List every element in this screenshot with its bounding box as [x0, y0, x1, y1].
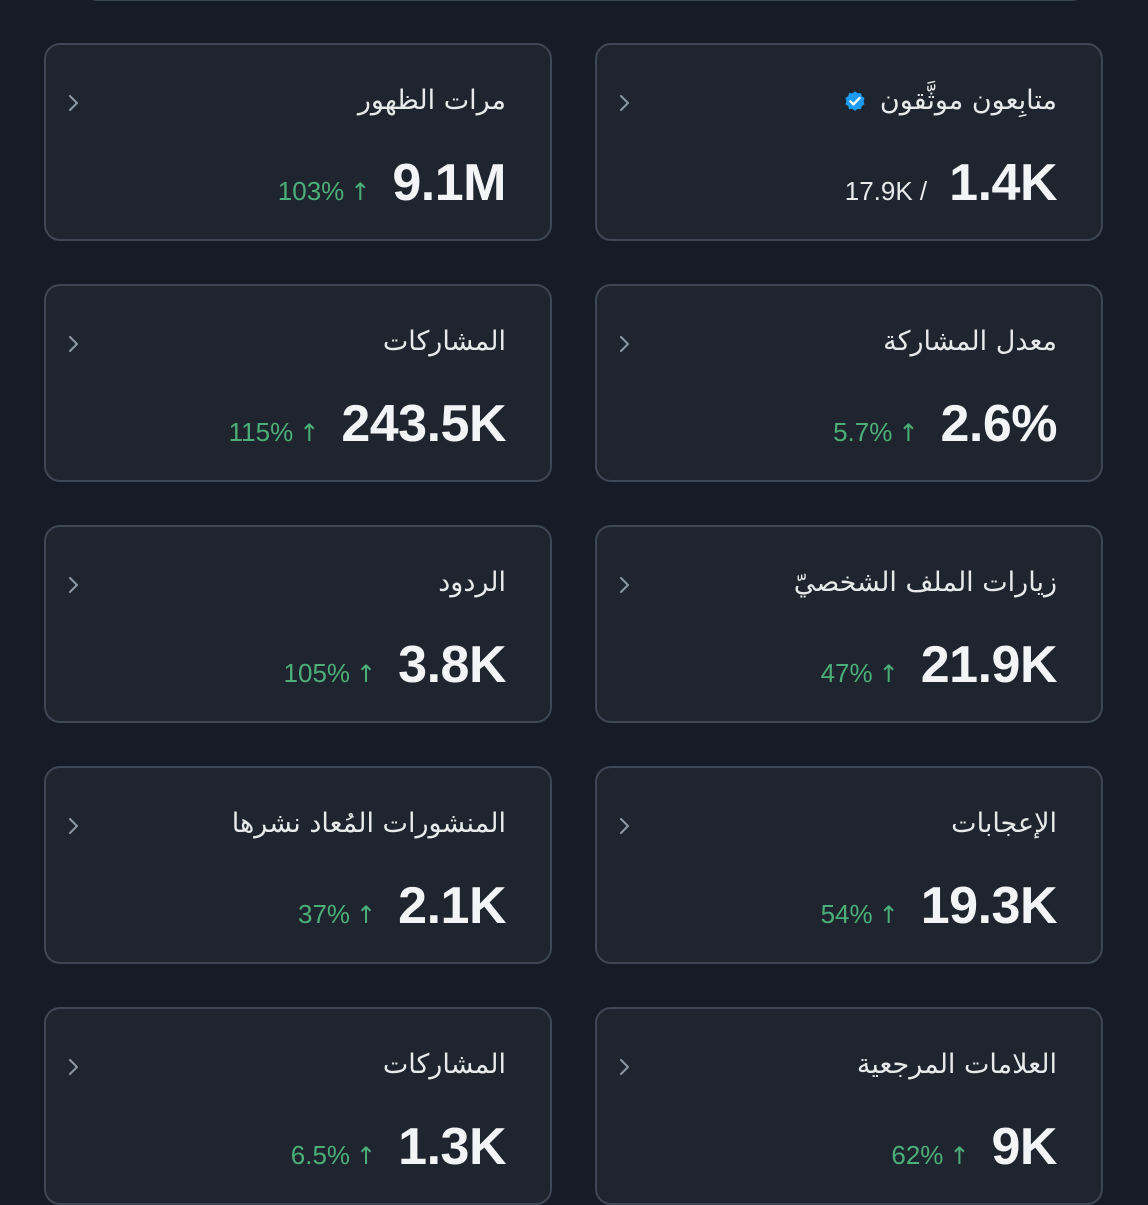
top-card-edge — [86, 0, 1084, 1]
metric-change: 37% ↑ — [298, 899, 376, 930]
metric-title: مرات الظهور — [357, 85, 506, 116]
metric-change: 105% ↑ — [284, 658, 377, 689]
chevron-left-icon — [66, 95, 82, 111]
arrow-up-icon: ↑ — [356, 660, 377, 688]
arrow-up-icon: ↑ — [949, 1142, 970, 1170]
metric-value: 19.3K — [920, 877, 1058, 935]
change-percent: 5.7% — [833, 417, 893, 447]
metric-title: الردود — [438, 567, 506, 598]
metric-card-impressions[interactable]: مرات الظهور 103% ↑ 9.1M — [44, 43, 552, 241]
chevron-left-icon — [617, 1059, 633, 1075]
change-percent: 6.5% — [290, 1140, 351, 1170]
arrow-up-icon: ↑ — [299, 419, 320, 447]
arrow-up-icon: ↑ — [898, 419, 919, 447]
chevron-left-icon — [66, 1059, 82, 1075]
metric-card-engagements[interactable]: المشاركات 115% ↑ 243.5K — [44, 284, 552, 482]
metric-title: متابِعون موثَّقون — [879, 85, 1057, 116]
metric-title: المنشورات المُعاد نشرها — [231, 808, 506, 839]
metric-change: 62% ↑ — [891, 1140, 969, 1171]
change-percent: 47% — [820, 658, 873, 688]
metric-change: 54% ↑ — [821, 899, 899, 930]
metric-change: 5.7% ↑ — [833, 417, 918, 448]
metric-value: 2.1K — [398, 877, 506, 935]
change-percent: 103% — [277, 176, 345, 206]
metric-value: 1.3K — [398, 1118, 506, 1176]
metric-card-shares[interactable]: المشاركات 6.5% ↑ 1.3K — [44, 1007, 552, 1205]
metric-change: 6.5% ↑ — [291, 1140, 376, 1171]
arrow-up-icon: ↑ — [878, 901, 899, 929]
arrow-up-icon: ↑ — [356, 901, 377, 929]
change-percent: 105% — [283, 658, 351, 688]
change-percent: 37% — [298, 899, 351, 929]
metrics-grid: مرات الظهور 103% ↑ 9.1M متابِعون موثَّقو… — [44, 43, 1103, 1205]
metric-card-reposts[interactable]: المنشورات المُعاد نشرها 37% ↑ 2.1K — [44, 766, 552, 964]
metric-value: 1.4K — [949, 154, 1057, 212]
chevron-left-icon — [66, 577, 82, 593]
metric-title: المشاركات — [382, 326, 506, 357]
arrow-up-icon: ↑ — [356, 1142, 377, 1170]
metric-value: 21.9K — [920, 636, 1058, 694]
metric-card-replies[interactable]: الردود 105% ↑ 3.8K — [44, 525, 552, 723]
metric-title: الإعجابات — [951, 808, 1057, 839]
arrow-up-icon: ↑ — [350, 178, 371, 206]
metric-change: 103% ↑ — [278, 176, 371, 207]
change-percent: 115% — [228, 417, 294, 447]
arrow-up-icon: ↑ — [878, 660, 899, 688]
metric-value: 243.5K — [341, 395, 506, 453]
chevron-left-icon — [617, 95, 633, 111]
metric-card-engagement-rate[interactable]: معدل المشاركة 5.7% ↑ 2.6% — [595, 284, 1103, 482]
change-percent: 54% — [820, 899, 873, 929]
metric-card-bookmarks[interactable]: العلامات المرجعية 62% ↑ 9K — [595, 1007, 1103, 1205]
chevron-left-icon — [66, 818, 82, 834]
metric-title: العلامات المرجعية — [856, 1049, 1057, 1080]
metric-card-profile-visits[interactable]: زيارات الملف الشخصيّ 47% ↑ 21.9K — [595, 525, 1103, 723]
chevron-left-icon — [617, 818, 633, 834]
metric-change: 47% ↑ — [821, 658, 899, 689]
metric-value: 9.1M — [392, 154, 506, 212]
metric-value: 3.8K — [398, 636, 506, 694]
metric-total: 17.9K / — [844, 176, 928, 206]
chevron-left-icon — [617, 577, 633, 593]
chevron-left-icon — [66, 336, 82, 352]
metric-value: 9K — [991, 1118, 1058, 1176]
metric-title: زيارات الملف الشخصيّ — [793, 567, 1057, 598]
metric-title: معدل المشاركة — [883, 326, 1057, 357]
metric-card-likes[interactable]: الإعجابات 54% ↑ 19.3K — [595, 766, 1103, 964]
metric-change: 115% ↑ — [229, 417, 320, 448]
chevron-left-icon — [617, 336, 633, 352]
metric-value: 2.6% — [940, 395, 1057, 453]
metric-title: المشاركات — [382, 1049, 506, 1080]
change-percent: 62% — [891, 1140, 944, 1170]
verified-badge-icon — [842, 88, 868, 114]
metric-card-verified-followers[interactable]: متابِعون موثَّقون 17.9K / 1.4K — [595, 43, 1103, 241]
